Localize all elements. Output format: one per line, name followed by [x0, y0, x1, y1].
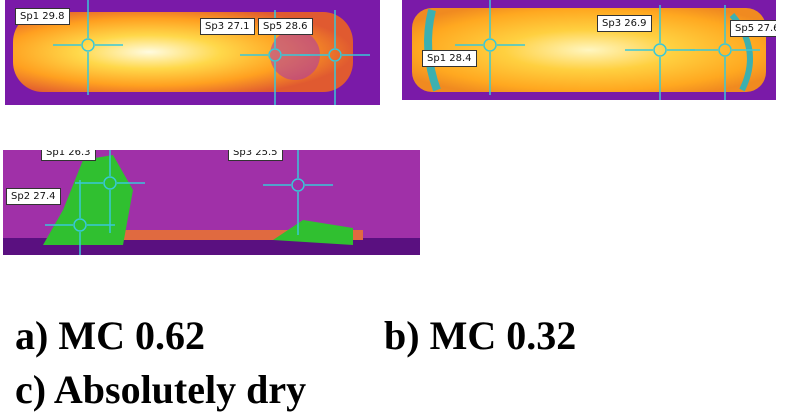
spot-label: Sp3 26.9 [597, 15, 652, 32]
thermal-image-a: Sp1 29.8 Sp3 27.1 Sp5 28.6 [5, 0, 380, 105]
thermal-image-c: Sp1 26.3 Sp3 25.5 Sp2 27.4 [3, 150, 420, 255]
crosshair [690, 5, 760, 100]
crosshair [300, 10, 370, 105]
spot-label: Sp2 27.4 [6, 188, 61, 205]
caption: c) Absolutely dry [15, 367, 307, 412]
crosshair [263, 150, 333, 235]
caption: b) MC 0.32 [384, 313, 577, 358]
crosshair [625, 5, 695, 100]
crosshair [45, 180, 115, 255]
spot-label: Sp1 26.3 [41, 150, 96, 161]
spot-label: Sp1 29.8 [15, 8, 70, 25]
spot-label: Sp1 28.4 [422, 50, 477, 67]
crosshair [455, 0, 525, 95]
caption: a) MC 0.62 [15, 313, 205, 358]
spot-label: Sp3 27.1 [200, 18, 255, 35]
thermal-image-b: Sp3 26.9 Sp5 27.6 Sp1 28.4 [402, 0, 776, 100]
crosshair [53, 0, 123, 95]
spot-label: Sp5 28.6 [258, 18, 313, 35]
crosshair [75, 150, 145, 233]
spot-label: Sp3 25.5 [228, 150, 283, 161]
spot-label: Sp5 27.6 [730, 20, 776, 37]
thermogram [3, 150, 420, 255]
